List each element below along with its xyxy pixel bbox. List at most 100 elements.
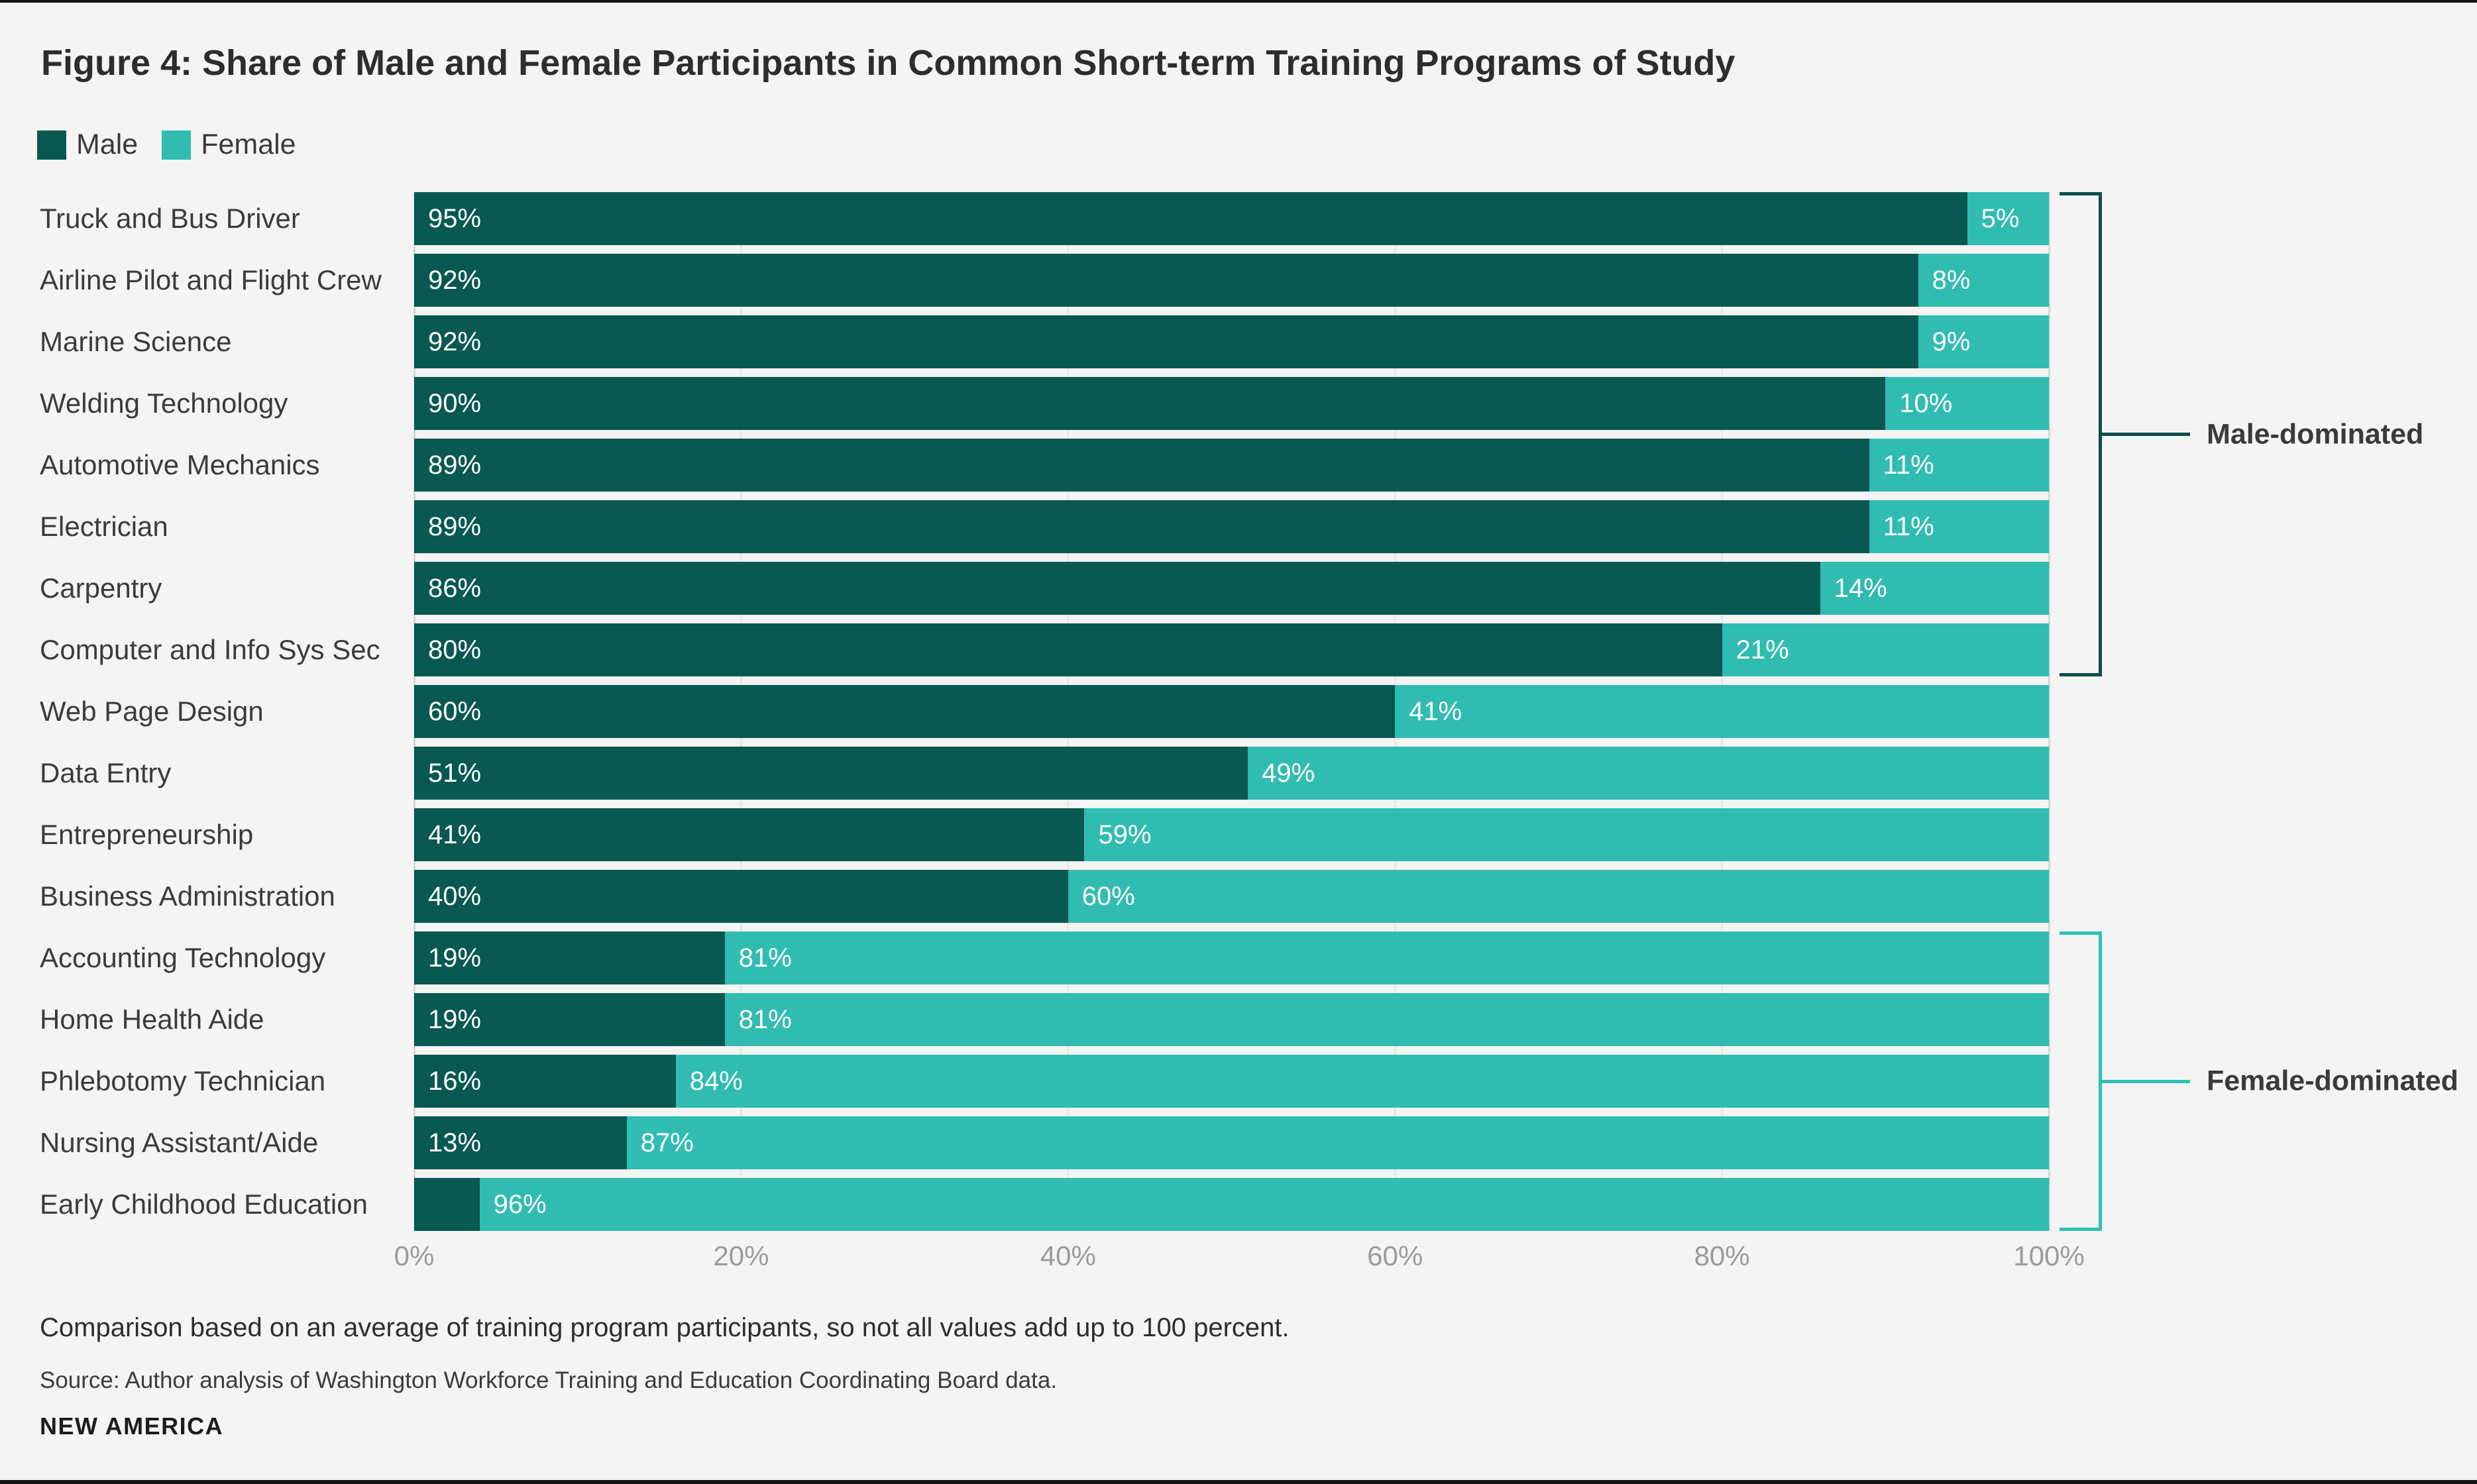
legend-female-label: Female bbox=[201, 129, 296, 160]
male-value-label: 51% bbox=[428, 758, 482, 788]
bracket-tick-line bbox=[2102, 433, 2190, 436]
bar-track: 89% 11% bbox=[414, 500, 2049, 553]
male-bar-segment: 13% bbox=[414, 1116, 627, 1169]
x-axis-tick-label: 100% bbox=[2013, 1240, 2085, 1271]
x-axis-tick-label: 80% bbox=[1694, 1240, 1750, 1271]
category-label: Home Health Aide bbox=[40, 1004, 264, 1035]
female-value-label: 84% bbox=[689, 1066, 743, 1096]
female-value-label: 9% bbox=[1932, 327, 1971, 356]
category-label: Web Page Design bbox=[40, 696, 264, 727]
male-bar-segment: 92% bbox=[414, 254, 1918, 307]
category-label: Business Administration bbox=[40, 880, 335, 912]
male-value-label: 19% bbox=[428, 1004, 482, 1034]
female-value-label: 49% bbox=[1262, 758, 1315, 788]
table-row: Welding Technology 90% 10% bbox=[0, 377, 2477, 430]
female-bar-segment: 10% bbox=[1885, 377, 2049, 430]
legend-male-label: Male bbox=[76, 129, 138, 160]
source-note: Source: Author analysis of Washington Wo… bbox=[40, 1367, 1058, 1393]
male-value-label: 16% bbox=[428, 1066, 482, 1096]
male-value-label: 19% bbox=[428, 943, 482, 973]
female-value-label: 96% bbox=[493, 1189, 547, 1219]
table-row: Entrepreneurship 41% 59% bbox=[0, 808, 2477, 861]
table-row: Carpentry 86% 14% bbox=[0, 562, 2477, 615]
x-axis-tick-label: 40% bbox=[1040, 1240, 1096, 1271]
bracket-tick-line bbox=[2102, 1079, 2190, 1083]
table-row: Business Administration 40% 60% bbox=[0, 870, 2477, 923]
female-value-label: 21% bbox=[1735, 635, 1789, 664]
bar-track: 96% bbox=[414, 1178, 2049, 1231]
female-value-label: 8% bbox=[1932, 265, 1971, 295]
male-dominated-label: Male-dominated bbox=[2207, 418, 2424, 450]
table-row: Home Health Aide 19% 81% bbox=[0, 993, 2477, 1046]
female-value-label: 10% bbox=[1899, 388, 1953, 418]
category-label: Early Childhood Education bbox=[40, 1189, 368, 1220]
category-label: Marine Science bbox=[40, 326, 232, 357]
bar-track: 92% 9% bbox=[414, 315, 2049, 368]
x-axis-tick-label: 60% bbox=[1367, 1240, 1423, 1271]
female-value-label: 87% bbox=[640, 1128, 694, 1157]
category-label: Data Entry bbox=[40, 757, 172, 788]
legend-item-male: Male bbox=[37, 129, 138, 161]
male-value-label: 89% bbox=[428, 450, 482, 480]
female-value-label: 11% bbox=[1883, 511, 1934, 541]
male-bar-segment: 90% bbox=[414, 377, 1886, 430]
table-row: Data Entry 51% 49% bbox=[0, 747, 2477, 800]
female-bar-segment: 41% bbox=[1395, 685, 2049, 738]
male-bar-segment: 86% bbox=[414, 562, 1820, 615]
category-label: Welding Technology bbox=[40, 388, 288, 419]
female-bar-segment: 9% bbox=[1918, 315, 2049, 368]
brand-wordmark: NEW AMERICA bbox=[40, 1412, 224, 1440]
female-bar-segment: 14% bbox=[1820, 562, 2049, 615]
male-bar-segment: 41% bbox=[414, 808, 1085, 861]
male-bar-segment: 80% bbox=[414, 623, 1722, 676]
category-label: Automotive Mechanics bbox=[40, 449, 320, 480]
bar-track: 95% 5% bbox=[414, 192, 2049, 245]
comparison-note: Comparison based on an average of traini… bbox=[40, 1313, 1290, 1342]
male-value-label: 89% bbox=[428, 511, 482, 541]
female-value-label: 11% bbox=[1883, 450, 1934, 480]
female-bar-segment: 59% bbox=[1084, 808, 2049, 861]
male-value-label: 86% bbox=[428, 573, 482, 603]
top-border-line bbox=[0, 0, 2477, 3]
male-value-label: 95% bbox=[428, 203, 482, 233]
male-bar-segment bbox=[414, 1178, 480, 1231]
female-value-label: 81% bbox=[738, 1004, 792, 1034]
bar-track: 19% 81% bbox=[414, 931, 2049, 984]
female-value-label: 14% bbox=[1834, 573, 1887, 603]
female-bar-segment: 81% bbox=[724, 993, 2049, 1046]
male-bar-segment: 40% bbox=[414, 870, 1068, 923]
category-label: Carpentry bbox=[40, 572, 162, 604]
female-bar-segment: 8% bbox=[1918, 254, 2049, 307]
female-bar-segment: 21% bbox=[1722, 623, 2049, 676]
male-bar-segment: 51% bbox=[414, 747, 1248, 800]
female-value-label: 59% bbox=[1098, 820, 1152, 849]
table-row: Early Childhood Education 96% bbox=[0, 1178, 2477, 1231]
female-bar-segment: 11% bbox=[1869, 439, 2049, 492]
bar-track: 86% 14% bbox=[414, 562, 2049, 615]
table-row: Phlebotomy Technician 16% 84% bbox=[0, 1055, 2477, 1108]
female-dominated-bracket bbox=[2060, 931, 2102, 1231]
bar-track: 19% 81% bbox=[414, 993, 2049, 1046]
male-value-label: 92% bbox=[428, 265, 482, 295]
female-value-label: 41% bbox=[1409, 696, 1462, 726]
bar-track: 92% 8% bbox=[414, 254, 2049, 307]
table-row: Nursing Assistant/Aide 13% 87% bbox=[0, 1116, 2477, 1169]
female-bar-segment: 84% bbox=[675, 1055, 2049, 1108]
category-label: Electrician bbox=[40, 511, 168, 542]
category-label: Airline Pilot and Flight Crew bbox=[40, 264, 382, 295]
legend: Male Female bbox=[37, 129, 296, 161]
female-value-label: 5% bbox=[1981, 203, 2020, 233]
female-bar-segment: 96% bbox=[479, 1178, 2049, 1231]
male-color-swatch bbox=[37, 130, 66, 160]
table-row: Electrician 89% 11% bbox=[0, 500, 2477, 553]
male-value-label: 40% bbox=[428, 881, 482, 911]
bar-track: 40% 60% bbox=[414, 870, 2049, 923]
category-label: Nursing Assistant/Aide bbox=[40, 1127, 319, 1158]
bar-track: 51% 49% bbox=[414, 747, 2049, 800]
male-bar-segment: 16% bbox=[414, 1055, 676, 1108]
female-bar-segment: 81% bbox=[724, 931, 2049, 984]
bar-track: 60% 41% bbox=[414, 685, 2049, 738]
table-row: Airline Pilot and Flight Crew 92% 8% bbox=[0, 254, 2477, 307]
female-bar-segment: 87% bbox=[626, 1116, 2049, 1169]
category-label: Accounting Technology bbox=[40, 942, 326, 973]
